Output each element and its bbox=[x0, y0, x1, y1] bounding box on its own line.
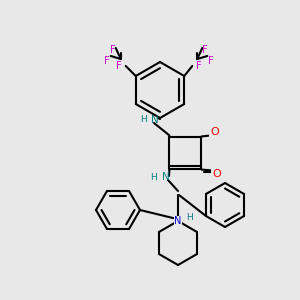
Text: F: F bbox=[202, 45, 208, 55]
Text: F: F bbox=[196, 61, 202, 71]
Text: N: N bbox=[174, 216, 182, 226]
Text: F: F bbox=[116, 61, 122, 71]
Text: H: H bbox=[150, 172, 157, 182]
Text: F: F bbox=[104, 56, 110, 66]
Text: N: N bbox=[151, 115, 159, 125]
Text: O: O bbox=[212, 169, 221, 178]
Text: F: F bbox=[110, 45, 116, 55]
Text: N: N bbox=[162, 172, 170, 182]
Text: F: F bbox=[208, 56, 214, 66]
Text: H: H bbox=[140, 116, 147, 124]
Text: H: H bbox=[186, 214, 193, 223]
Text: O: O bbox=[210, 128, 219, 137]
